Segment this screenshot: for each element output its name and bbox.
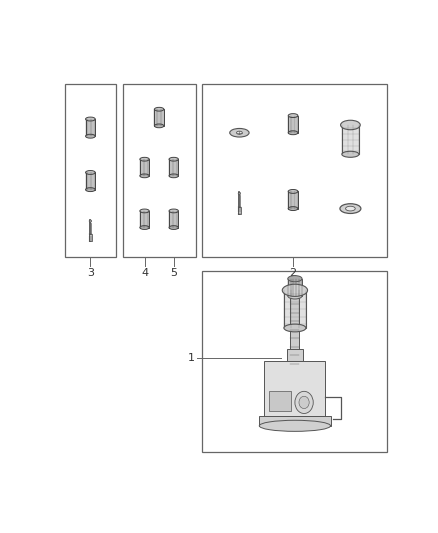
Bar	[123, 84, 196, 257]
Ellipse shape	[85, 171, 95, 174]
Text: 2: 2	[290, 268, 297, 278]
Bar	[265, 360, 325, 416]
Ellipse shape	[288, 131, 298, 135]
Ellipse shape	[85, 134, 95, 138]
Circle shape	[295, 391, 313, 414]
Polygon shape	[169, 211, 178, 228]
Bar	[202, 271, 387, 452]
Ellipse shape	[288, 114, 298, 118]
Ellipse shape	[346, 206, 355, 211]
Polygon shape	[155, 109, 164, 126]
Bar	[288, 279, 302, 296]
Bar	[239, 195, 240, 207]
Text: 4: 4	[141, 268, 148, 278]
Ellipse shape	[342, 151, 359, 157]
Ellipse shape	[85, 188, 95, 191]
Polygon shape	[140, 211, 149, 228]
Circle shape	[299, 396, 309, 409]
Bar	[89, 235, 92, 241]
Polygon shape	[140, 159, 149, 176]
Ellipse shape	[230, 128, 249, 137]
Ellipse shape	[85, 117, 95, 121]
Bar	[90, 223, 91, 235]
Ellipse shape	[140, 157, 149, 161]
Ellipse shape	[140, 174, 149, 177]
Bar	[269, 391, 291, 411]
Bar	[65, 84, 116, 257]
Ellipse shape	[288, 293, 302, 299]
Ellipse shape	[237, 131, 242, 134]
Ellipse shape	[288, 190, 298, 193]
Polygon shape	[85, 119, 95, 136]
Ellipse shape	[169, 225, 178, 229]
Polygon shape	[288, 116, 298, 133]
Ellipse shape	[282, 284, 307, 296]
Text: 1: 1	[187, 353, 194, 363]
Ellipse shape	[288, 276, 302, 282]
Bar	[286, 349, 303, 360]
Ellipse shape	[140, 225, 149, 229]
Text: 5: 5	[170, 268, 177, 278]
Polygon shape	[288, 191, 298, 208]
Text: 3: 3	[87, 268, 94, 278]
Ellipse shape	[238, 192, 241, 195]
Ellipse shape	[140, 209, 149, 213]
Ellipse shape	[155, 124, 164, 128]
Bar	[202, 84, 387, 257]
Ellipse shape	[288, 207, 298, 211]
Bar	[342, 125, 359, 154]
Bar	[238, 207, 241, 214]
Ellipse shape	[169, 157, 178, 161]
Ellipse shape	[340, 204, 361, 213]
Bar	[284, 290, 306, 328]
Ellipse shape	[169, 209, 178, 213]
Polygon shape	[169, 159, 178, 176]
Ellipse shape	[155, 107, 164, 111]
Ellipse shape	[284, 324, 306, 332]
Ellipse shape	[89, 220, 92, 222]
Bar	[259, 416, 331, 426]
Ellipse shape	[341, 120, 360, 130]
Bar	[290, 296, 300, 364]
Ellipse shape	[259, 421, 331, 431]
Polygon shape	[85, 173, 95, 190]
Ellipse shape	[169, 174, 178, 177]
